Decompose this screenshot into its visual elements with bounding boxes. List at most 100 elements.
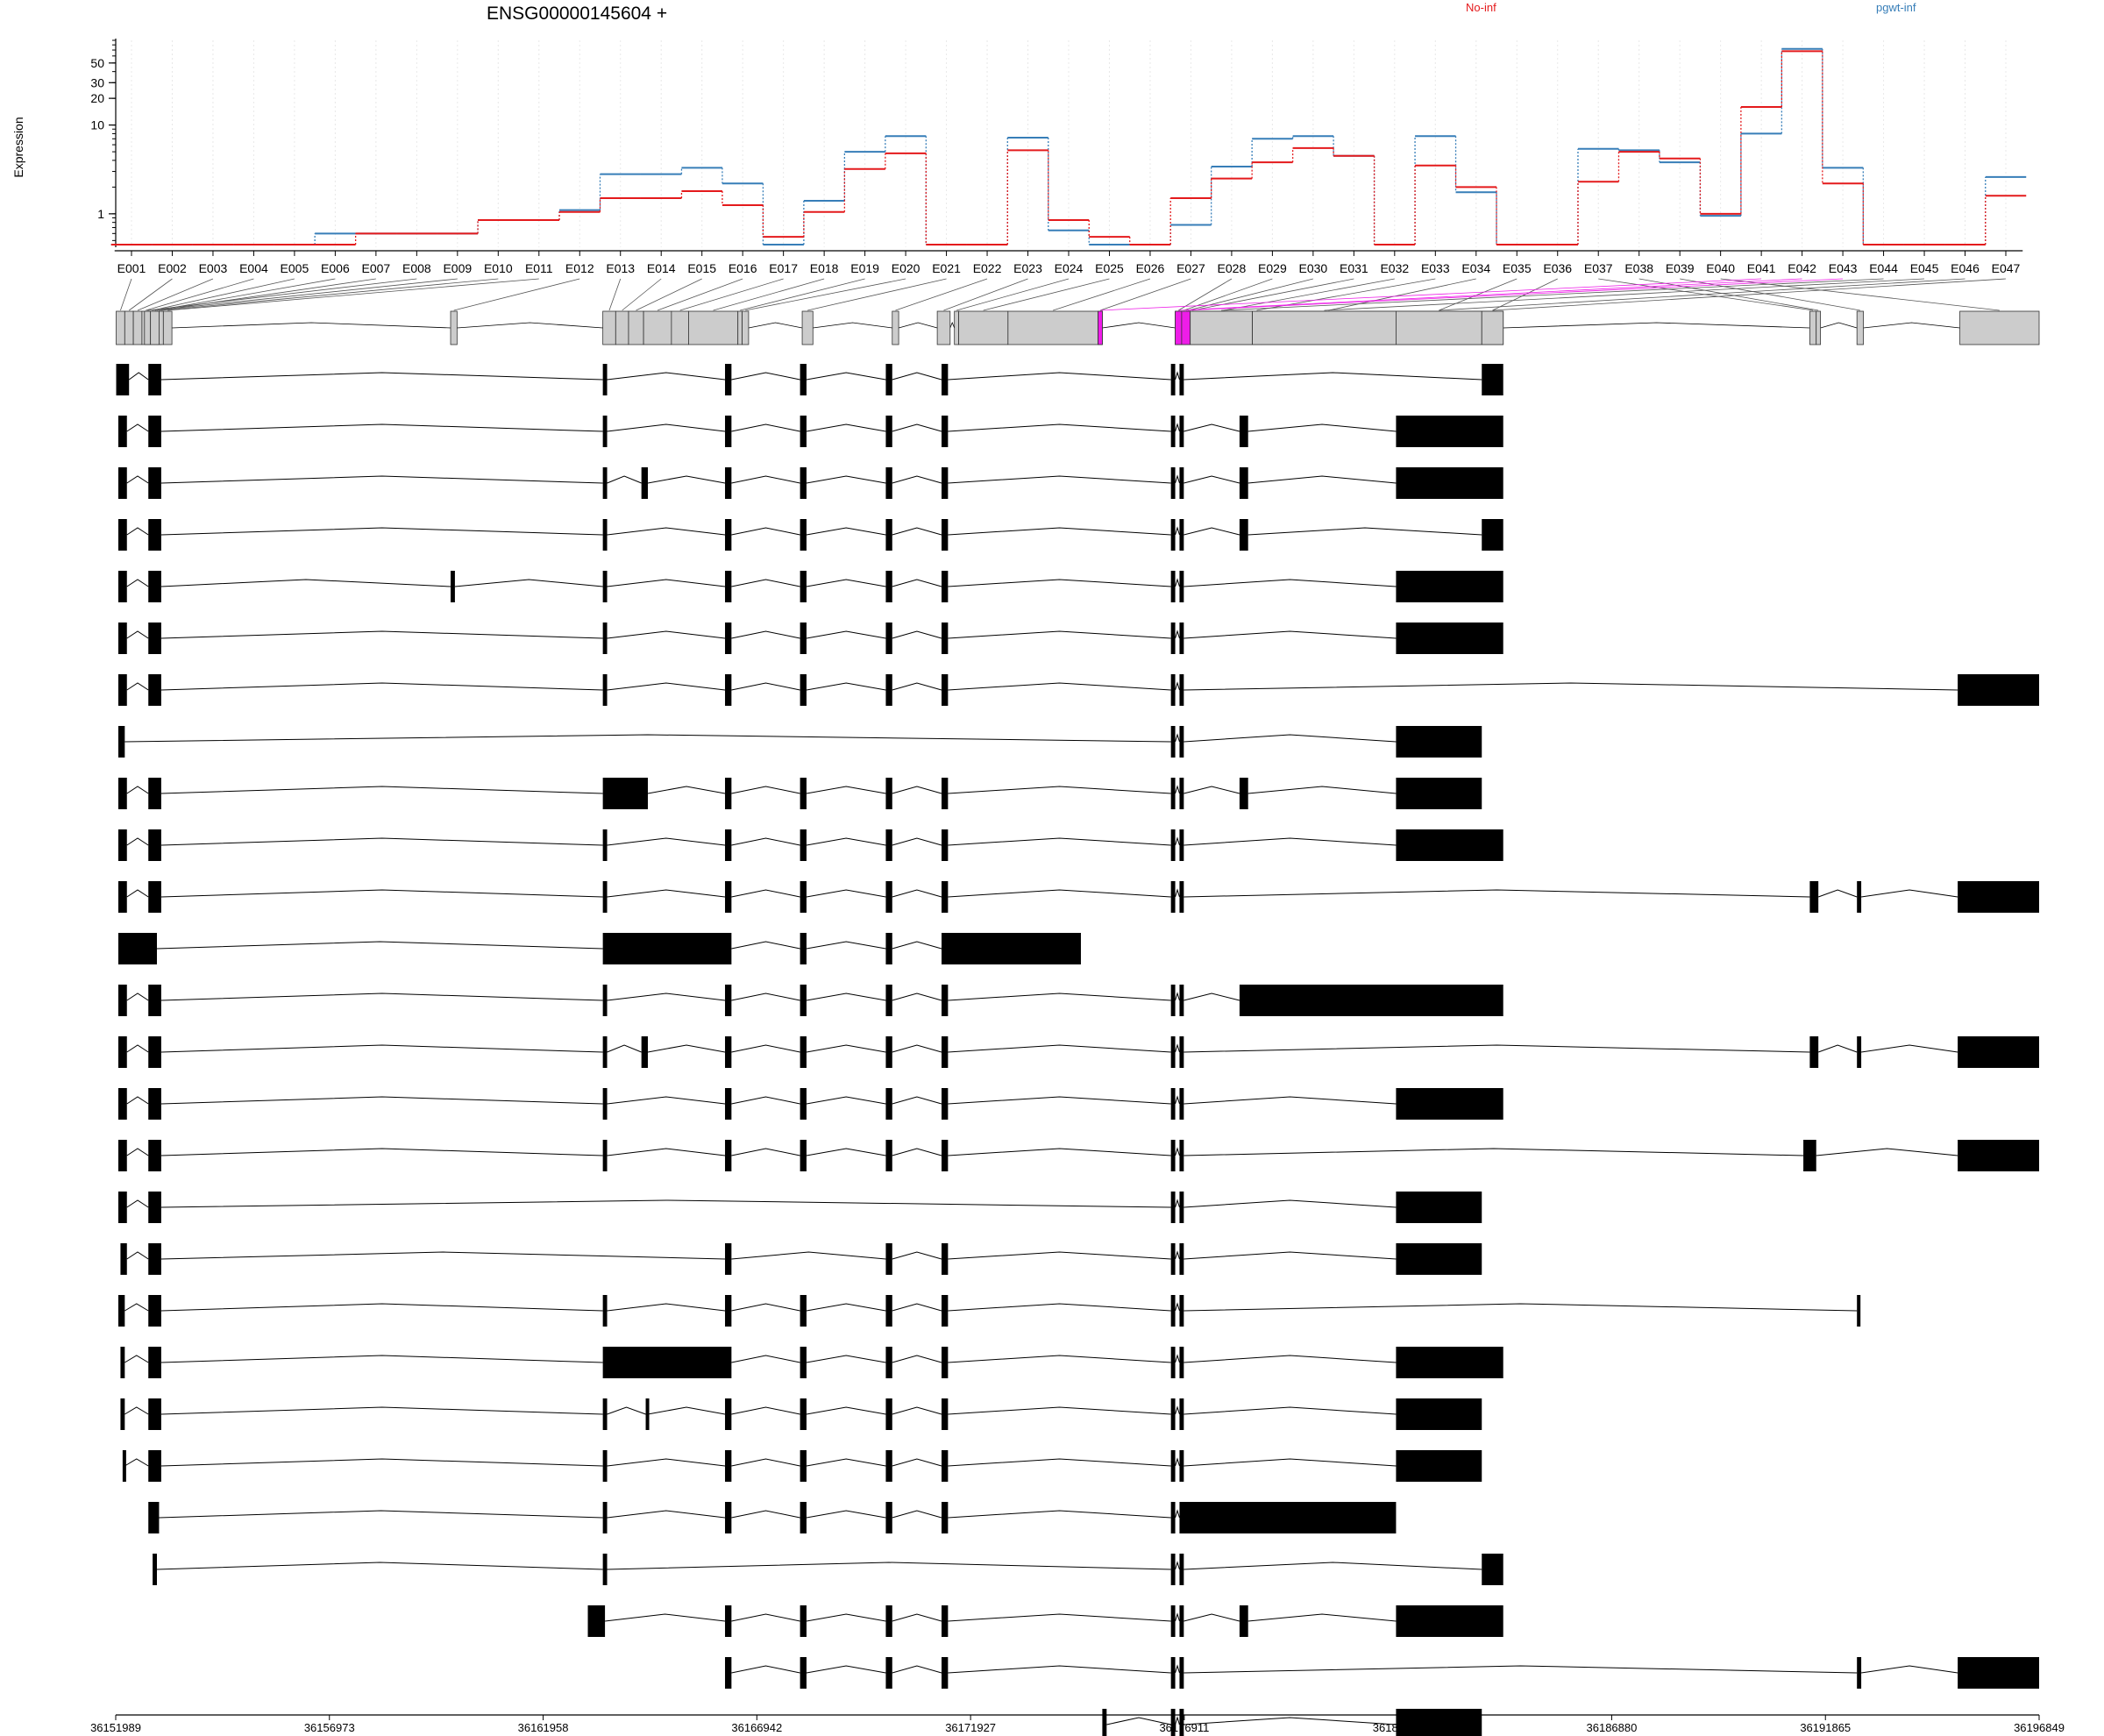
transcript-intron [948,1148,1171,1156]
bin-connector-e010 [160,278,499,311]
transcript-exon [645,1398,650,1430]
transcript-exon [148,1036,161,1068]
transcript-exon [725,778,732,809]
transcript-intron [731,475,800,484]
transcript-intron [948,1510,1171,1519]
bin-connector-e029 [1184,278,1273,311]
gene-model-exon-e010 [159,310,164,345]
transcript-exon [1396,1347,1503,1378]
transcript-exon [120,1398,125,1430]
transcript-exon [1958,1657,2039,1689]
transcript-intron [1184,837,1397,846]
transcript-exon [117,985,127,1016]
transcript-intron [607,1510,726,1519]
transcript-27 [1102,1709,1482,1736]
transcript-exon [800,519,807,551]
transcript-intron [948,1251,1171,1260]
transcript-exon [641,467,648,499]
transcript-intron [160,682,603,691]
transcript-intron [160,1458,603,1467]
bin-connector-e002 [128,278,173,311]
bin-connector-e035 [1439,278,1518,311]
transcript-exon [800,1398,807,1430]
transcript-exon [1170,726,1176,758]
transcript-exon [885,416,892,447]
transcript-intron [948,579,1171,587]
coordinate-tick-label: 36181896 [1373,1721,1424,1734]
transcript-intron [1175,1043,1180,1053]
transcript-exon [1482,519,1503,551]
transcript-intron [160,372,603,381]
transcript-intron [1175,578,1180,587]
transcript-intron [160,630,603,639]
gene-model-exon-e018 [688,310,739,345]
y-tick-label-1: 1 [97,207,104,221]
bin-connector-e023 [943,278,1028,311]
transcript-exon [1179,1140,1184,1171]
transcript-intron [607,993,726,1001]
transcript-intron [731,1251,886,1260]
transcript-intron [948,630,1171,639]
transcript-exon [117,881,127,913]
transcript-intron [160,1044,603,1053]
transcript-8 [117,726,1482,758]
transcript-intron [1818,1044,1858,1053]
bin-connector-e013 [608,278,622,311]
transcript-intron [126,993,149,1001]
transcript-intron [892,1355,942,1363]
transcript-9 [117,778,1482,809]
gene-model-exon-e021 [801,310,814,345]
transcript-intron [124,734,1171,743]
bin-connector-e032 [1223,278,1395,311]
transcript-exon [1102,1709,1107,1736]
transcript-exon [1179,1554,1184,1585]
transcript-exon [602,1088,608,1120]
transcript-exon [1170,1398,1176,1430]
gene-model-exon-e041 [1098,310,1103,345]
transcript-intron [1175,1561,1180,1570]
transcript-intron [806,1665,886,1674]
transcript-intron [1184,1355,1397,1363]
transcript-exon [117,571,127,602]
transcript-exon [725,985,732,1016]
bin-connector-e007 [159,278,376,311]
transcript-intron [607,579,726,587]
transcript-exon [942,571,949,602]
transcript-intron [806,1406,886,1415]
transcript-exon [602,829,608,861]
transcript-intron [156,1562,603,1570]
x-tick-label-e035: E035 [1503,261,1532,275]
transcript-exon [725,1036,732,1068]
transcript-intron [1175,526,1180,536]
transcript-intron [647,1044,726,1053]
transcript-exon [1179,1450,1184,1482]
transcript-exon [1170,1192,1176,1223]
transcript-exon [1396,467,1503,499]
transcript-intron [160,579,451,587]
transcript-intron [1861,889,1958,898]
transcript-intron [607,423,726,432]
transcript-intron [731,579,800,587]
transcript-intron [948,475,1171,484]
transcript-exon [1396,1088,1503,1120]
transcript-exon [725,1450,732,1482]
transcript-intron [892,579,942,587]
transcript-intron [607,1458,726,1467]
transcript-exon [885,674,892,706]
transcript-exon [117,1295,125,1327]
gene-model-intron [1820,322,1858,329]
transcript-exon [1958,881,2039,913]
x-tick-label-e009: E009 [443,261,472,275]
x-tick-label-e029: E029 [1258,261,1287,275]
transcript-intron [731,527,800,536]
transcript-exon [885,1347,892,1378]
transcript-intron [1175,1095,1180,1105]
transcript-exon [800,881,807,913]
transcript-intron [892,1510,942,1519]
transcript-exon [1396,571,1503,602]
transcript-exon [942,674,949,706]
x-tick-label-e002: E002 [158,261,187,275]
transcript-exon [148,623,161,654]
transcript-exon [885,1450,892,1482]
transcript-exon [117,1192,127,1223]
